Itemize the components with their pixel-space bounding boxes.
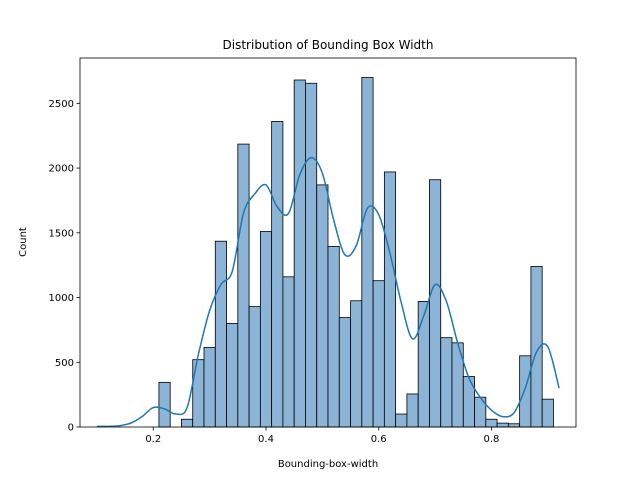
histogram-bar bbox=[158, 381, 171, 428]
y-tick-label: 2500 bbox=[49, 99, 74, 110]
histogram-bar bbox=[440, 337, 453, 428]
histogram-bar bbox=[203, 346, 216, 428]
histogram-bar bbox=[271, 121, 284, 428]
y-tick-label: 2000 bbox=[49, 164, 74, 175]
histogram-bar bbox=[237, 143, 250, 428]
histogram-bar bbox=[282, 276, 295, 428]
histogram-bar bbox=[361, 77, 374, 428]
x-tick-label: 0.4 bbox=[258, 434, 274, 445]
histogram-bar bbox=[406, 393, 419, 428]
kde-curve bbox=[96, 156, 560, 428]
histogram-bar bbox=[383, 171, 397, 428]
x-tick-label: 0.8 bbox=[484, 434, 500, 445]
histogram-bar bbox=[327, 245, 340, 428]
histogram-bar bbox=[338, 317, 351, 428]
histogram-bar bbox=[259, 231, 273, 428]
y-tick-label: 1500 bbox=[49, 228, 74, 239]
y-axis-ticks: 0 500 1000 1500 2000 2500 bbox=[49, 99, 80, 434]
histogram-bar bbox=[541, 398, 554, 428]
histogram-bar bbox=[305, 82, 318, 428]
histogram-bar bbox=[214, 240, 227, 428]
histogram-bar bbox=[496, 422, 509, 428]
histogram-bar bbox=[350, 300, 363, 428]
histogram-bar bbox=[429, 179, 442, 428]
histogram-bar bbox=[316, 184, 329, 428]
histogram-bar bbox=[181, 418, 194, 428]
histogram-bar bbox=[226, 323, 239, 428]
x-axis-label: Bounding-box-width bbox=[278, 459, 378, 470]
plot-frame bbox=[79, 57, 577, 428]
histogram-bar bbox=[462, 376, 475, 428]
chart-title: Distribution of Bounding Box Width bbox=[223, 38, 434, 52]
x-tick-label: 0.6 bbox=[371, 434, 387, 445]
y-tick-label: 0 bbox=[68, 423, 74, 434]
histogram-bar bbox=[485, 418, 498, 428]
y-tick-label: 500 bbox=[55, 358, 74, 369]
histogram-bar bbox=[395, 413, 408, 428]
histogram-bar bbox=[372, 280, 385, 428]
y-tick-label: 1000 bbox=[49, 293, 74, 304]
histogram-bar bbox=[293, 79, 306, 428]
histogram-bar bbox=[248, 306, 261, 428]
histogram-bar bbox=[192, 359, 205, 428]
y-axis-label: Count bbox=[18, 227, 29, 257]
histogram-bar bbox=[417, 301, 430, 428]
x-axis-ticks: 0.2 0.4 0.6 0.8 bbox=[145, 427, 499, 445]
histogram-bar bbox=[507, 423, 521, 428]
histogram-bar bbox=[519, 355, 532, 428]
x-tick-label: 0.2 bbox=[145, 434, 161, 445]
